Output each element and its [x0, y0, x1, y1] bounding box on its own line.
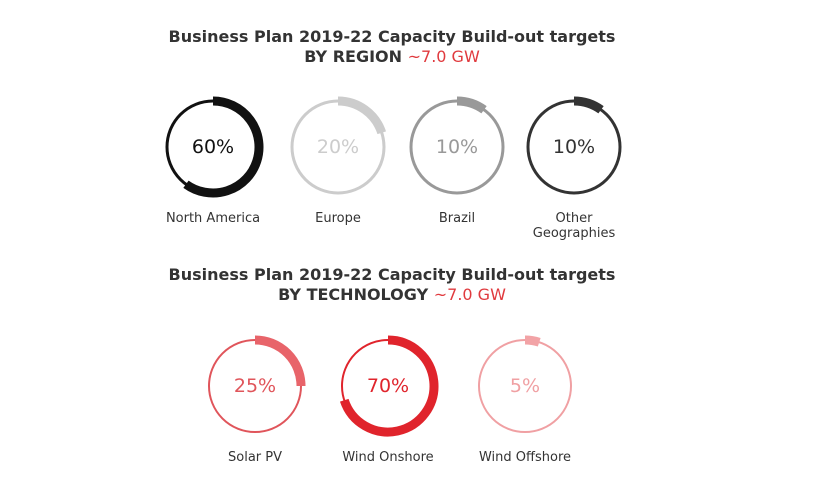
- value-label-europe: 20%: [317, 136, 359, 158]
- donut-europe: 20% Europe: [290, 96, 387, 226]
- donut-arc-wind-onshore: [339, 335, 439, 437]
- technology-total: ~7.0 GW: [433, 285, 506, 304]
- donut-arc-north-america: [183, 96, 264, 198]
- category-label-brazil: Brazil: [439, 211, 475, 226]
- value-label-wind-offshore: 5%: [510, 375, 540, 397]
- value-label-brazil: 10%: [436, 136, 478, 158]
- donut-arc-wind-offshore: [524, 335, 541, 347]
- value-label-wind-onshore: 70%: [367, 375, 409, 397]
- value-label-north-america: 60%: [192, 136, 234, 158]
- technology-title-line2: BY TECHNOLOGY ~7.0 GW: [0, 285, 784, 305]
- category-label-solar-pv: Solar PV: [228, 450, 282, 465]
- region-chart-title: Business Plan 2019-22 Capacity Build-out…: [0, 27, 784, 67]
- category-label-wind-offshore: Wind Offshore: [479, 450, 571, 465]
- category-label-north-america: North America: [166, 211, 260, 226]
- value-label-other-geographies: 10%: [553, 136, 595, 158]
- region-title-line2: BY REGION ~7.0 GW: [0, 47, 784, 67]
- donut-wind-offshore: 5% Wind Offshore: [478, 335, 572, 465]
- technology-subtitle: BY TECHNOLOGY: [278, 285, 429, 304]
- category-label-other-geographies-2: Geographies: [533, 226, 616, 241]
- donut-solar-pv: 25% Solar PV: [208, 335, 306, 465]
- region-subtitle: BY REGION: [304, 47, 403, 66]
- category-label-europe: Europe: [315, 211, 361, 226]
- technology-title-line1: Business Plan 2019-22 Capacity Build-out…: [168, 265, 616, 284]
- value-label-solar-pv: 25%: [234, 375, 276, 397]
- region-total: ~7.0 GW: [407, 47, 480, 66]
- technology-chart-title: Business Plan 2019-22 Capacity Build-out…: [0, 265, 784, 305]
- category-label-other-geographies-1: Other: [556, 211, 594, 226]
- donut-arc-europe: [337, 96, 387, 135]
- donut-brazil: 10% Brazil: [409, 96, 505, 226]
- donut-north-america: 60% North America: [165, 96, 264, 226]
- category-label-wind-onshore: Wind Onshore: [342, 450, 433, 465]
- donut-arc-brazil: [456, 96, 487, 114]
- donut-wind-onshore: 70% Wind Onshore: [339, 335, 439, 465]
- region-title-line1: Business Plan 2019-22 Capacity Build-out…: [168, 27, 616, 46]
- donut-arc-solar-pv: [254, 335, 306, 387]
- donut-arc-other-geographies: [573, 96, 604, 114]
